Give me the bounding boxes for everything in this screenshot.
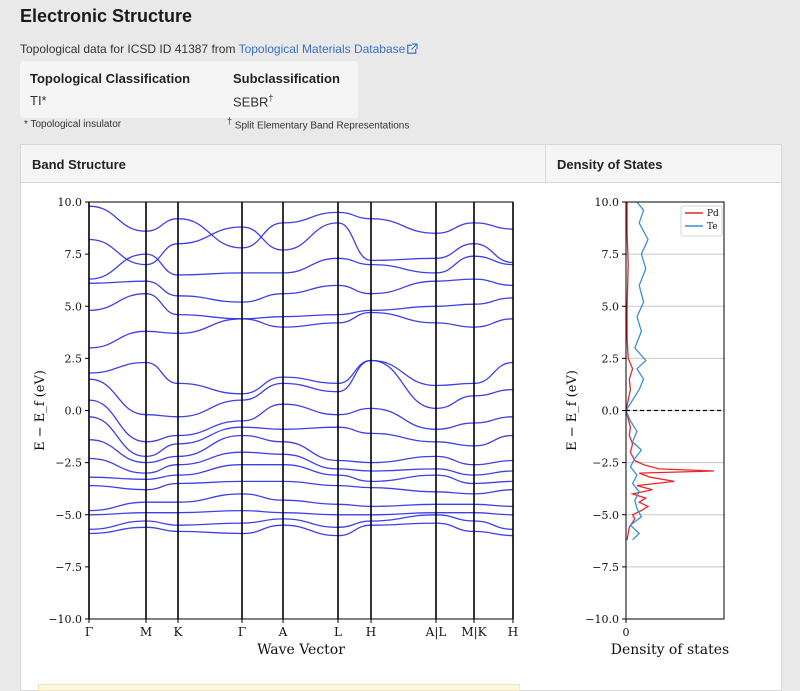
classification-column: Topological Classification TI* [20, 61, 223, 118]
dos-ytick-label: −10.0 [585, 613, 619, 626]
band-xtick-label: H [508, 625, 518, 639]
footnote-sebr: † Split Elementary Band Representations [227, 116, 409, 131]
band-line-1 [89, 205, 513, 249]
legend-label-pd: Pd [707, 209, 719, 219]
band-line-15 [89, 493, 513, 512]
subclass-text: SEBR [233, 94, 269, 110]
band-frame [88, 201, 514, 620]
band-ytick-label: 0.0 [65, 405, 83, 418]
dos-ytick-label: −5.0 [592, 509, 619, 522]
band-line-18 [89, 522, 513, 537]
band-line-6 [89, 311, 513, 349]
band-xtick-label: K [174, 625, 184, 639]
topological-database-link[interactable]: Topological Materials Database [238, 42, 406, 56]
source-prefix: Topological data for ICSD ID 41387 from [20, 42, 239, 56]
subclassification-column: Subclassification SEBR† [223, 61, 368, 118]
band-ytick-label: 7.5 [65, 248, 83, 261]
page-title: Electronic Structure [20, 6, 193, 26]
band-ytick-label: −10.0 [48, 613, 82, 626]
band-xtick-label: H [366, 625, 376, 639]
band-xtick-label: M [140, 625, 152, 639]
band-line-14 [89, 480, 513, 495]
band-line-2 [89, 222, 513, 266]
dos-ytick-label: 10.0 [595, 196, 620, 209]
footnote-sebr-text: Split Elementary Band Representations [232, 120, 410, 132]
band-line-4 [89, 278, 513, 303]
dos-xtick-label: 0 [623, 626, 630, 639]
external-link-icon[interactable] [407, 43, 419, 57]
dos-frame [625, 201, 725, 620]
band-xtick-label: L [334, 625, 342, 639]
classification-value: TI* [30, 93, 47, 108]
dos-ytick-label: 7.5 [602, 248, 620, 261]
dos-ytick-label: −7.5 [592, 561, 619, 574]
band-ytick-label: 2.5 [65, 352, 83, 365]
density-of-states-plot: 10.0 7.5 5.0 2.5 0.0 −2.5 −5.0 −7.5 −10.0 Pd Te 0 De… [565, 196, 729, 658]
band-line-16 [89, 509, 513, 516]
band-line-17 [89, 514, 513, 530]
band-ytick-label: −2.5 [55, 457, 82, 470]
band-structure-header: Band Structure [32, 157, 126, 172]
dos-lines [626, 202, 715, 541]
legend-label-te: Te [707, 222, 718, 232]
band-xtick-label: M|K [461, 625, 487, 639]
dos-legend: Pd Te [680, 205, 723, 237]
band-structure-plot: 10.07.55.02.50.0−2.5−5.0−7.5−10.0Γ M K Γ A L H… [33, 196, 518, 658]
subclassification-value: SEBR† [233, 93, 358, 109]
header-divider [545, 145, 546, 183]
band-line-13 [89, 464, 513, 485]
band-ytick-label: 5.0 [65, 300, 83, 313]
band-line-5 [89, 293, 513, 320]
dos-ytick-label: 0.0 [602, 405, 620, 418]
subclassification-header: Subclassification [233, 71, 340, 86]
band-xtick-label: Γ [85, 625, 93, 639]
band-ylabel: E − E_f (eV) [33, 370, 48, 451]
footnote-dagger: † [227, 116, 233, 126]
band-line-9 [89, 399, 513, 443]
band-xtick-label: A [278, 625, 288, 639]
band-line-12 [89, 451, 513, 476]
dos-line-te [626, 202, 649, 541]
band-ytick-label: −5.0 [55, 509, 82, 522]
footnote-ti: * Topological insulator [24, 119, 122, 130]
band-line-11 [89, 434, 513, 466]
notice-bar [38, 684, 520, 691]
dos-ytick-label: −2.5 [592, 457, 619, 470]
dos-xlabel: Density of states [611, 642, 730, 658]
band-xlabel: Wave Vector [257, 642, 345, 658]
dos-line-pd [626, 202, 715, 540]
dos-ytick-label: 5.0 [602, 300, 620, 313]
band-ytick-label: −7.5 [55, 561, 82, 574]
band-line-3 [89, 253, 513, 280]
subclass-dagger: † [268, 93, 274, 103]
panel-header: Band Structure Density of States [21, 145, 781, 183]
dos-ytick-label: 2.5 [602, 352, 620, 365]
dos-header: Density of States [557, 157, 663, 172]
band-line-8 [89, 359, 513, 418]
topology-table: Topological Classification TI* Subclassi… [20, 61, 358, 118]
classification-header: Topological Classification [30, 71, 191, 86]
band-ytick-label: 10.0 [58, 196, 83, 209]
band-lines [89, 205, 513, 537]
dos-ylabel: E − E_f (eV) [565, 370, 580, 451]
band-line-7 [89, 359, 513, 395]
band-line-10 [89, 416, 513, 458]
source-line: Topological data for ICSD ID 41387 from … [20, 42, 419, 57]
band-xtick-label: A|L [425, 625, 447, 639]
band-xtick-label: Γ [238, 625, 246, 639]
